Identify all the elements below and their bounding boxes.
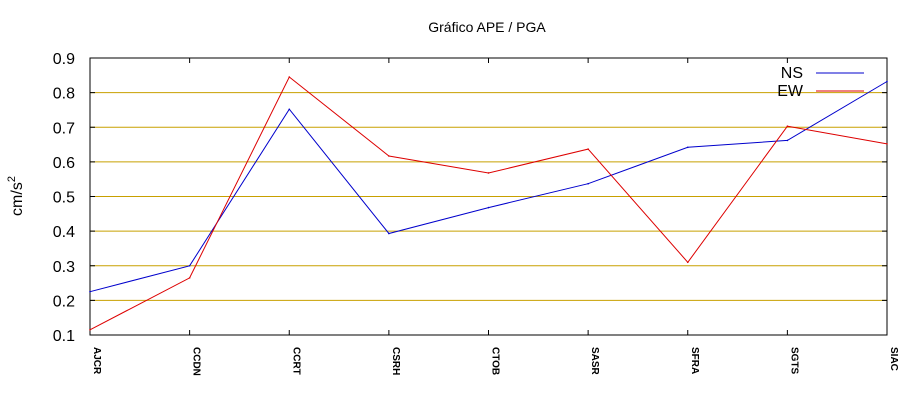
y-axis-label-unit: cm/s	[9, 182, 26, 216]
legend-label-ew: EW	[777, 83, 804, 100]
data-point-ns	[786, 139, 789, 142]
x-tick-label: SASR	[589, 347, 600, 376]
data-point-ns	[587, 182, 589, 185]
plot-border	[89, 57, 888, 336]
y-axis-ticks: 0.1 0.2 0.3 0.4 0.5 0.6 0.7 0.8 0.9	[53, 51, 887, 345]
y-tick-label: 0.9	[53, 51, 75, 68]
series-line-ew	[89, 76, 888, 331]
y-tick-label: 0.2	[53, 293, 75, 310]
y-tick-label: 0.3	[53, 259, 75, 276]
y-tick-label: 0.1	[53, 328, 75, 345]
y-tick-label: 0.8	[53, 86, 75, 103]
x-tick-label: AJCR	[91, 347, 102, 375]
series-line-ns	[89, 81, 888, 293]
data-point-ns	[487, 206, 490, 209]
y-tick-label: 0.6	[53, 155, 75, 172]
data-point-ew	[487, 172, 490, 174]
x-tick-label: CCDN	[191, 347, 202, 376]
data-point-ns	[686, 146, 689, 149]
data-point-ew	[388, 155, 390, 157]
x-tick-label: SIAC	[888, 347, 899, 371]
y-axis-label-exponent: 2	[6, 176, 18, 182]
x-tick-label: CCRT	[290, 347, 301, 375]
data-point-ns	[886, 80, 888, 83]
x-tick-label: SFRA	[689, 347, 700, 374]
data-point-ew	[188, 277, 191, 279]
data-point-ew	[89, 329, 91, 331]
data-point-ns	[388, 232, 390, 235]
data-point-ew	[288, 76, 291, 78]
y-tick-label: 0.7	[53, 120, 75, 137]
x-tick-label: SGTS	[788, 347, 799, 375]
grid	[90, 92, 887, 301]
chart-title: Gráfico APE / PGA	[428, 19, 546, 35]
x-tick-label: CTOB	[490, 347, 501, 375]
data-point-ns	[288, 108, 291, 111]
series	[89, 76, 888, 331]
data-point-ew	[886, 143, 888, 145]
legend-label-ns: NS	[781, 65, 803, 82]
y-tick-label: 0.4	[53, 224, 75, 241]
x-axis-ticks: AJCR CCDN CCRT CSRH CTOB SASR SFRA SGTS SIAC	[89, 58, 899, 376]
data-point-ew	[587, 148, 589, 150]
y-axis-label: cm/s2	[6, 176, 26, 216]
data-point-ew	[786, 125, 789, 128]
data-point-ns	[188, 264, 191, 267]
y-tick-label: 0.5	[53, 190, 75, 207]
data-point-ns	[89, 290, 91, 293]
data-point-ew	[686, 261, 689, 264]
x-tick-label: CSRH	[390, 347, 401, 375]
